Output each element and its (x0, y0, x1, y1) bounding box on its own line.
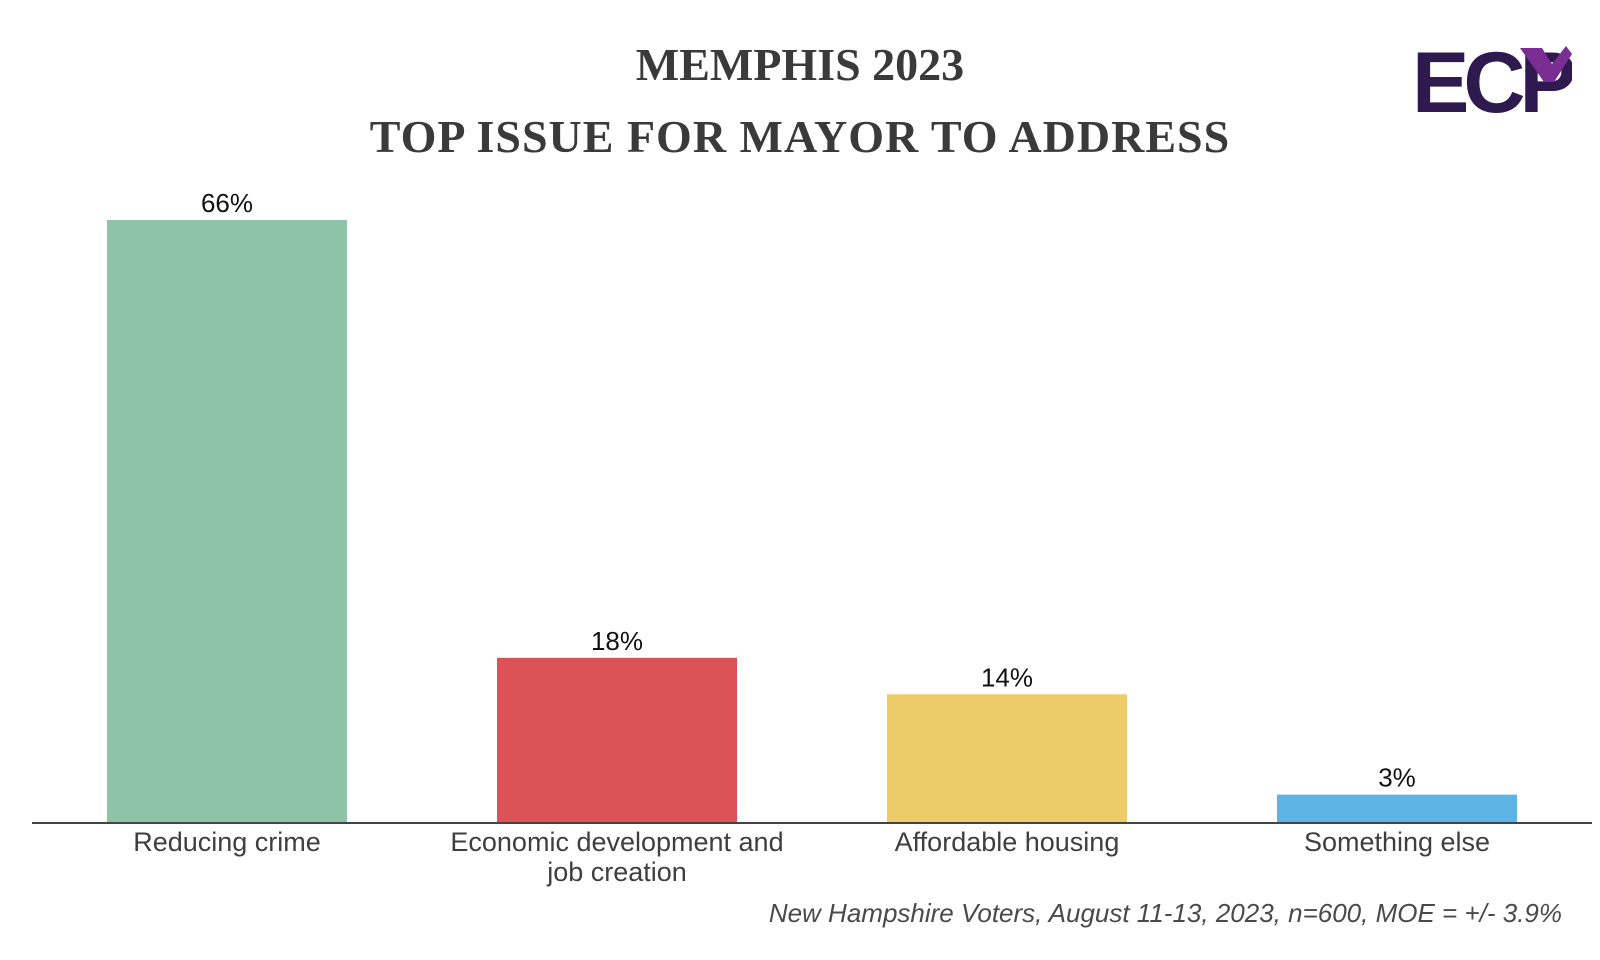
category-label-3: Something else (1304, 827, 1490, 857)
bar-0 (107, 220, 347, 822)
value-labels-group: 66% 18% 14% 3% (201, 188, 1416, 793)
category-labels-group: Reducing crime Economic development and jo… (133, 827, 1490, 887)
value-label-2: 14% (981, 662, 1033, 692)
bar-2 (887, 694, 1127, 822)
bar-3 (1277, 794, 1517, 822)
category-label-line: Reducing crime (133, 827, 321, 857)
category-label-1: Economic development and job creation (450, 827, 783, 887)
category-label-line: Affordable housing (895, 827, 1120, 857)
checkmark-icon (1520, 46, 1572, 82)
footnote: New Hampshire Voters, August 11-13, 2023… (768, 898, 1562, 928)
category-label-line: Economic development and (450, 827, 783, 857)
value-label-1: 18% (591, 626, 643, 656)
category-label-line: job creation (546, 857, 687, 887)
value-label-0: 66% (201, 188, 253, 218)
chart-title: MEMPHIS 2023 (635, 39, 965, 90)
category-label-line: Something else (1304, 827, 1490, 857)
bars-group (107, 220, 1517, 822)
category-label-0: Reducing crime (133, 827, 321, 857)
value-label-3: 3% (1378, 763, 1416, 793)
category-label-2: Affordable housing (895, 827, 1120, 857)
ecp-logo: ECP (1412, 42, 1572, 114)
bar-1 (497, 657, 737, 822)
chart-subtitle: TOP ISSUE FOR MAYOR TO ADDRESS (369, 111, 1231, 162)
